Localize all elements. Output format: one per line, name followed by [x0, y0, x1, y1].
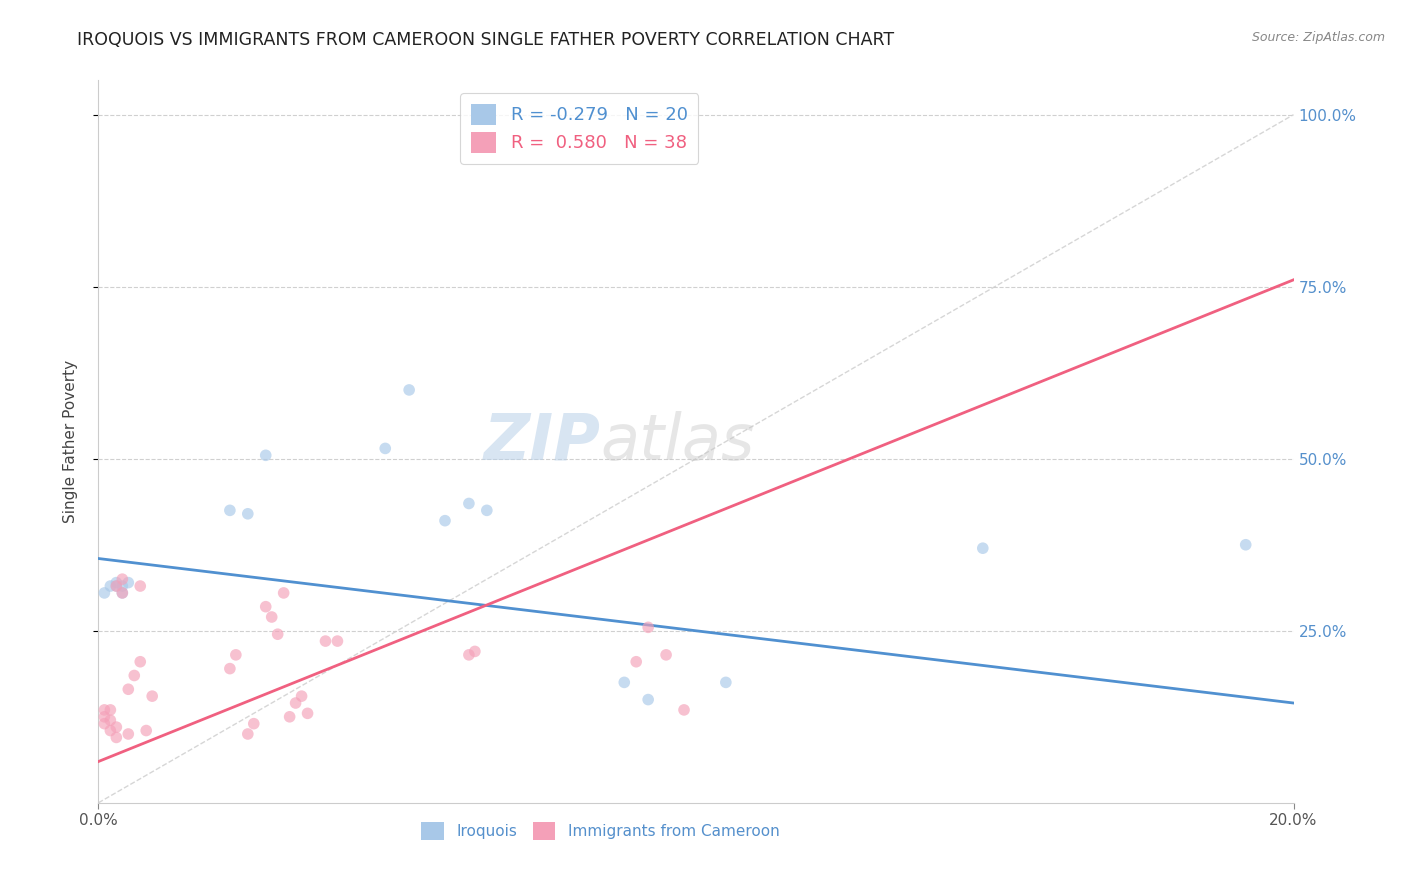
Y-axis label: Single Father Poverty: Single Father Poverty	[63, 360, 77, 523]
Point	[267, 627, 290, 641]
Point	[93, 716, 115, 731]
Point	[93, 703, 115, 717]
Point	[105, 720, 128, 734]
Point	[117, 575, 139, 590]
Point	[117, 682, 139, 697]
Point	[105, 579, 128, 593]
Point	[129, 579, 152, 593]
Point	[254, 599, 277, 614]
Point	[243, 716, 266, 731]
Point	[1234, 538, 1257, 552]
Point	[236, 727, 259, 741]
Point	[613, 675, 636, 690]
Point	[105, 575, 128, 590]
Point	[326, 634, 349, 648]
Point	[105, 579, 128, 593]
Point	[141, 689, 163, 703]
Point	[458, 496, 481, 510]
Point	[98, 703, 122, 717]
Text: Source: ZipAtlas.com: Source: ZipAtlas.com	[1251, 31, 1385, 45]
Point	[972, 541, 994, 556]
Point	[464, 644, 486, 658]
Point	[117, 727, 139, 741]
Text: IROQUOIS VS IMMIGRANTS FROM CAMEROON SINGLE FATHER POVERTY CORRELATION CHART: IROQUOIS VS IMMIGRANTS FROM CAMEROON SIN…	[77, 31, 894, 49]
Point	[98, 713, 122, 727]
Point	[111, 586, 134, 600]
Point	[637, 692, 659, 706]
Point	[673, 703, 696, 717]
Point	[655, 648, 678, 662]
Point	[111, 579, 134, 593]
Point	[278, 710, 301, 724]
Text: atlas: atlas	[600, 410, 755, 473]
Point	[93, 710, 115, 724]
Point	[260, 610, 283, 624]
Point	[254, 448, 277, 462]
Point	[458, 648, 481, 662]
Point	[434, 514, 457, 528]
Point	[637, 620, 659, 634]
Point	[111, 572, 134, 586]
Point	[225, 648, 247, 662]
Point	[98, 723, 122, 738]
Point	[111, 586, 134, 600]
Point	[105, 731, 128, 745]
Legend: Iroquois, Immigrants from Cameroon: Iroquois, Immigrants from Cameroon	[415, 816, 786, 846]
Point	[273, 586, 295, 600]
Point	[98, 579, 122, 593]
Point	[291, 689, 314, 703]
Point	[626, 655, 648, 669]
Point	[219, 503, 242, 517]
Point	[284, 696, 307, 710]
Point	[374, 442, 396, 456]
Point	[297, 706, 319, 721]
Point	[315, 634, 337, 648]
Point	[124, 668, 146, 682]
Point	[475, 503, 498, 517]
Point	[398, 383, 420, 397]
Point	[236, 507, 259, 521]
Text: ZIP: ZIP	[484, 410, 600, 473]
Point	[219, 662, 242, 676]
Point	[93, 586, 115, 600]
Point	[129, 655, 152, 669]
Point	[714, 675, 737, 690]
Point	[135, 723, 157, 738]
